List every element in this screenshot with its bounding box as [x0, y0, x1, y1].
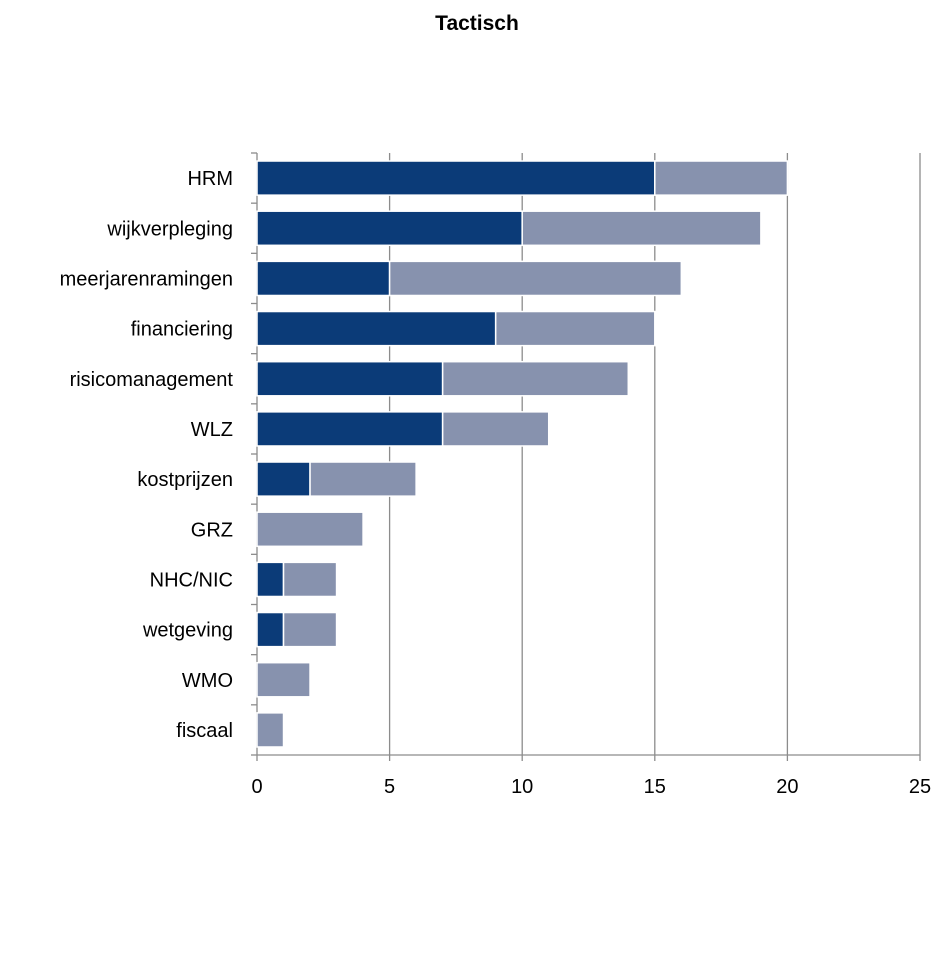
category-label: kostprijzen: [137, 469, 233, 491]
bar-2-wlz: [441, 411, 550, 447]
category-label: wetgeving: [142, 620, 233, 642]
x-tick-label: 15: [644, 776, 666, 798]
category-label: HRM: [187, 168, 233, 190]
x-tick-label: 25: [909, 776, 931, 798]
x-tick-label: 0: [251, 776, 262, 798]
bar-2-financiering: [494, 310, 656, 347]
bar-2-wijkverpleging: [521, 210, 762, 247]
bar-2-wetgeving: [282, 611, 338, 648]
category-label: wijkverpleging: [106, 218, 233, 240]
bar-2-meerjarenramingen: [388, 260, 683, 297]
bar-1-wijkverpleging: [256, 210, 523, 247]
category-label: meerjarenramingen: [60, 268, 233, 290]
category-label: NHC/NIC: [150, 569, 233, 591]
bar-1-wetgeving: [256, 611, 285, 648]
x-tick-labels: 0 5 10 15 20 25: [251, 776, 931, 798]
category-label: GRZ: [191, 519, 233, 541]
category-labels: HRM wijkverpleging meerjarenramingen financ…: [60, 168, 234, 742]
bar-1-wlz: [256, 411, 444, 447]
bar-2-hrm: [654, 160, 789, 196]
gridlines: [388, 153, 921, 755]
category-label: WMO: [182, 670, 233, 692]
bar-1-meerjarenramingen: [256, 260, 391, 297]
bar-2-wmo: [256, 661, 311, 698]
category-label: WLZ: [191, 419, 233, 441]
bar-1-risicomanagement: [256, 360, 444, 397]
bar-2-kostprijzen: [309, 461, 417, 497]
bar-2-grz: [256, 511, 364, 548]
bar-1-nhc-nic: [256, 561, 285, 598]
bars: [256, 160, 789, 748]
x-tick-label: 5: [384, 776, 395, 798]
bar-1-kostprijzen: [256, 461, 311, 497]
axes: [251, 152, 921, 761]
bar-2-nhc-nic: [282, 561, 338, 598]
bar-2-risicomanagement: [441, 360, 630, 397]
bar-1-financiering: [256, 310, 497, 347]
category-label: risicomanagement: [70, 369, 234, 391]
x-tick-label: 10: [511, 776, 533, 798]
category-label: financiering: [131, 319, 233, 341]
bar-1-hrm: [256, 160, 656, 196]
x-tick-label: 20: [776, 776, 798, 798]
bar-2-fiscaal: [256, 712, 285, 748]
chart-title: Tactisch: [435, 12, 519, 35]
category-label: fiscaal: [176, 720, 233, 742]
